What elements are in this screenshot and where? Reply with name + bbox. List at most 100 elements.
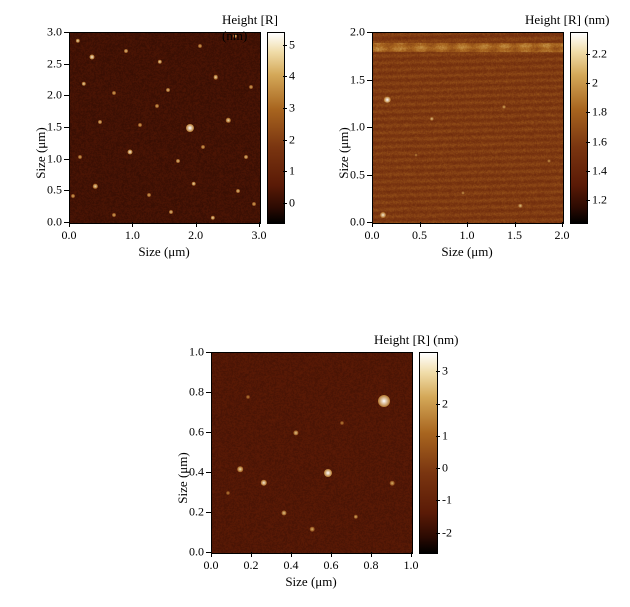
- x-tick-label: 2.0: [555, 228, 570, 243]
- colorbar-tick: [586, 83, 590, 84]
- y-tick-label: 1.0: [47, 151, 62, 166]
- colorbar-tick-label: 2: [592, 76, 598, 91]
- particle-dot: [124, 49, 128, 53]
- colorbar-tick-label: 1.4: [592, 163, 607, 178]
- colorbar-tick-label: 4: [289, 69, 295, 84]
- y-tick-label: 0.2: [189, 505, 204, 520]
- plot-area: [211, 352, 413, 554]
- colorbar-tick: [283, 171, 287, 172]
- colorbar-tick-label: 5: [289, 37, 295, 52]
- y-tick-label: 0.0: [47, 215, 62, 230]
- colorbar-tick-label: 2.2: [592, 46, 607, 61]
- y-tick: [64, 159, 69, 160]
- particle-dot: [138, 123, 142, 127]
- y-axis-label: Size (μm): [175, 452, 191, 503]
- colorbar-tick: [283, 45, 287, 46]
- y-tick-label: 0.4: [189, 465, 204, 480]
- y-tick: [206, 352, 211, 353]
- afm-image: [212, 353, 412, 553]
- particle-dot: [147, 193, 151, 197]
- colorbar-tick-label: -1: [442, 493, 452, 508]
- colorbar-tick: [436, 404, 440, 405]
- colorbar-tick: [586, 54, 590, 55]
- particle-dot: [324, 469, 332, 477]
- colorbar-tick: [436, 533, 440, 534]
- y-tick: [206, 512, 211, 513]
- x-tick: [132, 222, 133, 227]
- y-axis-label: Size (μm): [336, 127, 352, 178]
- colorbar: [419, 352, 438, 554]
- colorbar-tick-label: 3: [289, 101, 295, 116]
- colorbar-tick-label: 1: [442, 428, 448, 443]
- x-tick-label: 0.2: [244, 558, 259, 573]
- y-tick: [64, 32, 69, 33]
- particle-dot: [166, 88, 170, 92]
- plot-area: [372, 32, 564, 224]
- particle-dot: [461, 191, 465, 195]
- particle-dot: [340, 421, 344, 425]
- x-tick-label: 0.0: [365, 228, 380, 243]
- colorbar-tick: [586, 112, 590, 113]
- colorbar-tick-label: 3: [442, 364, 448, 379]
- y-tick-label: 0.5: [350, 167, 365, 182]
- y-tick-label: 1.5: [47, 120, 62, 135]
- particle-dot: [155, 104, 159, 108]
- y-tick-label: 0.5: [47, 183, 62, 198]
- x-tick-label: 0.0: [204, 558, 219, 573]
- y-tick: [367, 175, 372, 176]
- colorbar-tick: [436, 500, 440, 501]
- y-tick-label: 0.0: [189, 545, 204, 560]
- y-tick-label: 0.0: [350, 215, 365, 230]
- y-tick-label: 0.8: [189, 385, 204, 400]
- colorbar-tick-label: 1.8: [592, 105, 607, 120]
- x-tick-label: 0.8: [364, 558, 379, 573]
- x-tick: [515, 222, 516, 227]
- particle-dot: [191, 181, 196, 186]
- particle-dot: [380, 212, 386, 218]
- colorbar: [267, 32, 285, 224]
- y-axis-label: Size (μm): [33, 127, 49, 178]
- colorbar-tick-label: 1: [289, 164, 295, 179]
- particle-dot: [198, 44, 202, 48]
- y-tick-label: 2.0: [350, 25, 365, 40]
- colorbar-tick: [436, 371, 440, 372]
- y-tick-label: 1.0: [350, 120, 365, 135]
- colorbar-tick: [436, 436, 440, 437]
- particle-dot: [502, 105, 506, 109]
- particle-dot: [112, 91, 116, 95]
- particle-dot: [176, 159, 180, 163]
- colorbar-tick: [586, 142, 590, 143]
- y-tick: [367, 127, 372, 128]
- x-tick: [69, 222, 70, 227]
- particle-dot: [226, 491, 230, 495]
- particle-dot: [78, 155, 82, 159]
- y-tick-label: 1.5: [350, 72, 365, 87]
- afm-image: [70, 33, 260, 223]
- particle-dot: [201, 145, 205, 149]
- colorbar-tick-label: -2: [442, 525, 452, 540]
- x-tick-label: 1.5: [507, 228, 522, 243]
- particle-dot: [246, 395, 250, 399]
- y-tick-label: 0.6: [189, 425, 204, 440]
- particle-dot: [378, 395, 390, 407]
- x-tick-label: 2.0: [188, 228, 203, 243]
- colorbar-tick: [586, 200, 590, 201]
- colorbar-tick-label: 1.2: [592, 193, 607, 208]
- y-tick-label: 3.0: [47, 25, 62, 40]
- y-tick: [367, 32, 372, 33]
- particle-dot: [90, 55, 95, 60]
- y-tick: [206, 392, 211, 393]
- colorbar-tick-label: 2: [442, 396, 448, 411]
- x-axis-label: Size (μm): [138, 244, 189, 260]
- particle-dot: [71, 194, 75, 198]
- particle-dot: [236, 189, 240, 193]
- particle-dot: [128, 150, 133, 155]
- particle-dot: [414, 153, 418, 157]
- y-tick-label: 1.0: [189, 345, 204, 360]
- colorbar-tick: [436, 468, 440, 469]
- particle-dot: [249, 85, 253, 89]
- x-tick: [251, 552, 252, 557]
- afm-image: [373, 33, 563, 223]
- y-tick: [206, 472, 211, 473]
- particle-dot: [169, 210, 173, 214]
